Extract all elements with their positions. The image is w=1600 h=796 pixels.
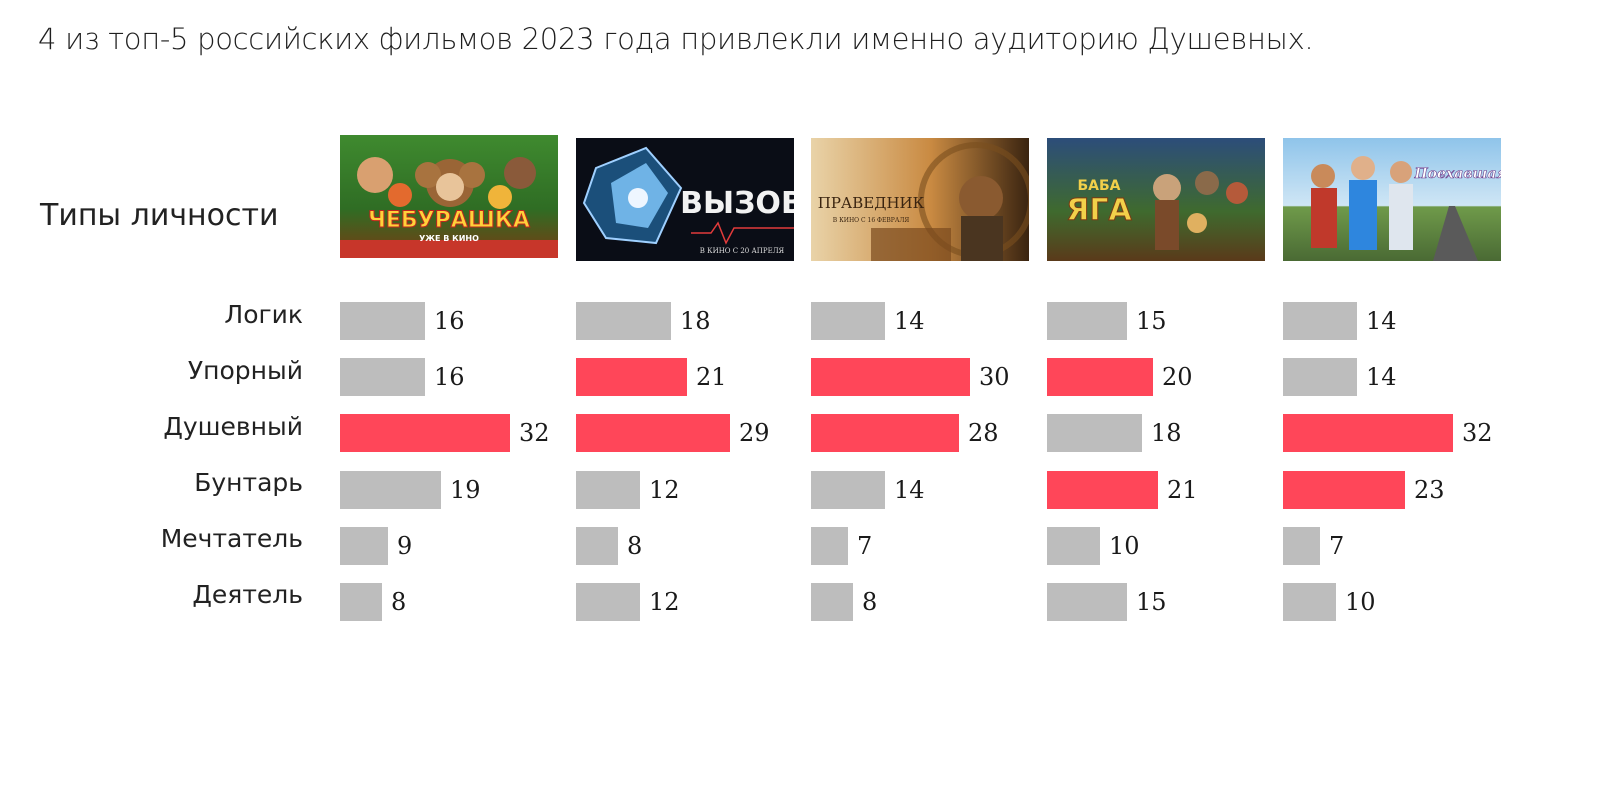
bar-value-5-3: 32 xyxy=(1462,419,1493,447)
row-label-doer: Деятель xyxy=(192,580,303,609)
bar-value-3-2: 30 xyxy=(979,363,1010,391)
bar-value-5-5: 7 xyxy=(1329,532,1345,560)
bar-4-6 xyxy=(1047,583,1127,621)
poster-baba-yaga-title-top: БАБА xyxy=(1077,178,1120,194)
poster-baba-yaga-title: ЯГА xyxy=(1066,193,1132,228)
bar-3-5 xyxy=(811,527,848,565)
bar-5-1 xyxy=(1283,302,1357,340)
bar-5-5 xyxy=(1283,527,1320,565)
bar-value-2-3: 29 xyxy=(739,419,770,447)
bar-value-2-6: 12 xyxy=(649,588,680,616)
row-label-rebel: Бунтарь xyxy=(194,468,303,497)
bar-value-1-1: 16 xyxy=(434,307,465,335)
bar-value-3-1: 14 xyxy=(894,307,925,335)
bar-value-4-6: 15 xyxy=(1136,588,1167,616)
bar-value-3-6: 8 xyxy=(862,588,878,616)
poster-cheburashka-subtitle: УЖЕ В КИНО xyxy=(419,234,479,243)
bar-value-2-2: 21 xyxy=(696,363,727,391)
bar-2-3 xyxy=(576,414,730,452)
bar-2-6 xyxy=(576,583,640,621)
bar-3-1 xyxy=(811,302,885,340)
bar-3-4 xyxy=(811,471,885,509)
bar-value-3-3: 28 xyxy=(968,419,999,447)
bar-value-1-5: 9 xyxy=(397,532,413,560)
row-label-logic: Логик xyxy=(224,300,303,329)
poster-vyzov: ВЫЗОВ В КИНО С 20 АПРЕЛЯ xyxy=(576,138,794,261)
bar-3-2 xyxy=(811,358,970,396)
bar-value-4-5: 10 xyxy=(1109,532,1140,560)
bar-4-4 xyxy=(1047,471,1158,509)
bar-5-2 xyxy=(1283,358,1357,396)
poster-pravednik: ПРАВЕДНИК В КИНО С 16 ФЕВРАЛЯ xyxy=(811,138,1029,261)
bar-1-6 xyxy=(340,583,382,621)
headline: 4 из топ-5 российских фильмов 2023 года … xyxy=(38,22,1314,56)
poster-vyzov-title: ВЫЗОВ xyxy=(680,186,794,221)
bar-2-2 xyxy=(576,358,687,396)
poster-baba-yaga: БАБА ЯГА xyxy=(1047,138,1265,261)
bar-4-3 xyxy=(1047,414,1142,452)
bar-3-6 xyxy=(811,583,853,621)
bar-4-2 xyxy=(1047,358,1153,396)
bar-value-3-5: 7 xyxy=(857,532,873,560)
bar-2-1 xyxy=(576,302,671,340)
bar-1-2 xyxy=(340,358,425,396)
poster-poekhavshaya-title: Поехавшая xyxy=(1413,166,1501,182)
bar-5-6 xyxy=(1283,583,1336,621)
poster-cheburashka-title: ЧЕБУРАШКА xyxy=(368,208,530,233)
row-label-dreamer: Мечтатель xyxy=(160,524,303,553)
poster-cheburashka: ЧЕБУРАШКА УЖЕ В КИНО xyxy=(340,135,558,258)
bar-5-4 xyxy=(1283,471,1405,509)
bar-1-1 xyxy=(340,302,425,340)
bar-4-5 xyxy=(1047,527,1100,565)
bar-value-2-5: 8 xyxy=(627,532,643,560)
bar-value-1-4: 19 xyxy=(450,476,481,504)
bar-value-3-4: 14 xyxy=(894,476,925,504)
bar-4-1 xyxy=(1047,302,1127,340)
bar-5-3 xyxy=(1283,414,1453,452)
bar-2-4 xyxy=(576,471,640,509)
bar-value-1-6: 8 xyxy=(391,588,407,616)
bar-1-5 xyxy=(340,527,388,565)
poster-pravednik-subtitle: В КИНО С 16 ФЕВРАЛЯ xyxy=(833,217,910,224)
poster-poekhavshaya: Поехавшая xyxy=(1283,138,1501,261)
bar-1-4 xyxy=(340,471,441,509)
row-label-persistent: Упорный xyxy=(187,356,303,385)
bar-value-5-4: 23 xyxy=(1414,476,1445,504)
bar-value-4-4: 21 xyxy=(1167,476,1198,504)
bar-value-1-3: 32 xyxy=(519,419,550,447)
bar-value-2-1: 18 xyxy=(680,307,711,335)
poster-pravednik-title: ПРАВЕДНИК xyxy=(818,194,925,212)
bar-1-3 xyxy=(340,414,510,452)
bar-value-1-2: 16 xyxy=(434,363,465,391)
bar-value-4-2: 20 xyxy=(1162,363,1193,391)
bar-value-2-4: 12 xyxy=(649,476,680,504)
poster-vyzov-subtitle: В КИНО С 20 АПРЕЛЯ xyxy=(700,247,785,255)
bar-value-5-1: 14 xyxy=(1366,307,1397,335)
bar-2-5 xyxy=(576,527,618,565)
bar-value-4-1: 15 xyxy=(1136,307,1167,335)
chart-title: Типы личности xyxy=(40,198,279,233)
bar-value-4-3: 18 xyxy=(1151,419,1182,447)
row-label-soulful: Душевный xyxy=(163,412,303,441)
bar-value-5-2: 14 xyxy=(1366,363,1397,391)
bar-value-5-6: 10 xyxy=(1345,588,1376,616)
bar-3-3 xyxy=(811,414,959,452)
